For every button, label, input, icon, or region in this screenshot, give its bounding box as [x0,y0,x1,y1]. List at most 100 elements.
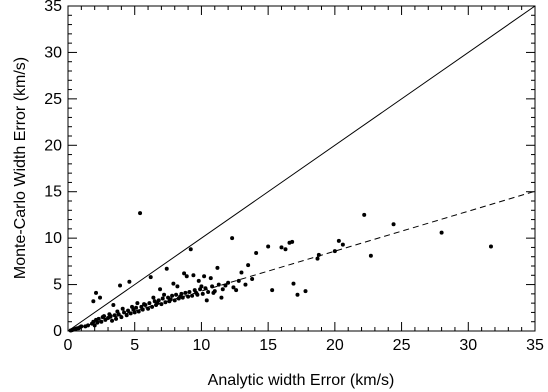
x-tick-label: 25 [393,337,411,354]
scatter-point [250,277,255,281]
y-tick-label: 15 [44,184,62,201]
scatter-point [151,295,156,300]
x-tick-label: 0 [64,337,73,354]
plot-area: 0 5 10 15 20 25 30 35 0 5 10 15 20 25 30 35 [44,0,544,354]
y-tick-label: 35 [44,0,62,15]
scatter-point [119,315,124,320]
scatter-point [107,312,112,317]
scatter-point [79,324,84,329]
scatter-point [191,273,196,278]
y-tick-label: 20 [44,137,62,154]
scatter-point [186,294,191,299]
data-points [68,211,493,333]
scatter-point [96,316,101,321]
one-to-one-line [67,5,536,332]
scatter-point [159,302,164,307]
scatter-point [174,292,179,297]
scatter-point [204,298,209,303]
scatter-point [158,287,163,292]
scatter-point [102,314,107,319]
scatter-point [211,290,216,295]
x-tick-label: 30 [459,337,477,354]
scatter-point [291,281,296,286]
scatter-point [135,301,140,306]
scatter-point [155,301,160,306]
scatter-point [219,295,224,300]
x-tick-label: 15 [259,337,277,354]
scatter-point [124,313,129,318]
scatter-point [86,323,91,328]
scatter-point [187,290,192,294]
y-tick-label: 5 [53,277,62,294]
scatter-point [162,292,167,297]
scatter-point [172,298,177,303]
scatter-point [98,295,103,300]
scatter-point [134,305,139,310]
scatter-point [188,247,193,252]
scatter-point [239,270,244,275]
scatter-point [226,280,231,285]
y-tick-label: 30 [44,44,62,61]
scatter-point [147,301,152,306]
x-tick-label: 5 [130,337,139,354]
scatter-point [132,310,137,315]
scatter-point [199,284,204,289]
scatter-point [91,299,96,304]
scatter-point [120,306,125,311]
scatter-point [303,289,308,294]
axis-ticks: 0 5 10 15 20 25 30 35 0 5 10 15 20 25 30 35 [44,0,544,354]
y-tick-label: 25 [44,91,62,108]
y-tick-label: 10 [44,230,62,247]
scatter-point [140,307,145,312]
scatter-point [170,293,175,298]
scatter-point [122,310,127,315]
scatter-point [336,238,341,243]
scatter-point [243,282,248,287]
scatter-point [128,311,133,316]
scatter-point [163,300,168,305]
scatter-point [316,252,321,257]
scatter-point [130,304,135,309]
scatter-point [220,287,225,292]
scatter-point [246,263,251,268]
scatter-point [203,286,208,291]
scatter-point [138,211,143,216]
scatter-point [168,297,173,302]
scatter-point [115,309,120,314]
scatter-point [368,253,373,258]
scatter-point [208,276,213,281]
scatter-point [164,266,169,271]
scatter-point [118,283,123,288]
scatter-point [183,290,188,295]
y-tick-label: 0 [53,323,62,340]
x-axis-label: Analytic width Error (km/s) [208,372,395,389]
plot-frame [67,5,536,332]
scatter-point [127,279,132,284]
scatter-point [332,249,337,254]
scatter-point [112,313,117,318]
scatter-point [146,306,151,311]
scatter-point [223,283,228,288]
scatter-point [216,282,221,287]
scatter-point [150,304,155,309]
scatter-point [148,275,153,280]
scatter-point [171,281,176,286]
scatter-point [182,271,187,276]
scatter-point [283,247,288,252]
scatter-point [231,285,236,290]
x-tick-label: 35 [526,337,544,354]
scatter-point [114,316,119,321]
y-axis-label: Monte-Carlo Width Error (km/s) [12,57,29,279]
scatter-point [160,296,165,301]
dashed-fit-line [67,190,536,332]
scatter-point [190,293,195,298]
scatter-point [175,284,180,289]
scatter-point [94,290,99,295]
x-tick-label: 10 [193,337,211,354]
scatter-point [136,309,141,314]
scatter-point [210,284,215,289]
scatter-point [340,242,345,247]
scatter-point [234,288,239,293]
scatter-point [439,230,444,235]
scatter-point [315,256,320,261]
